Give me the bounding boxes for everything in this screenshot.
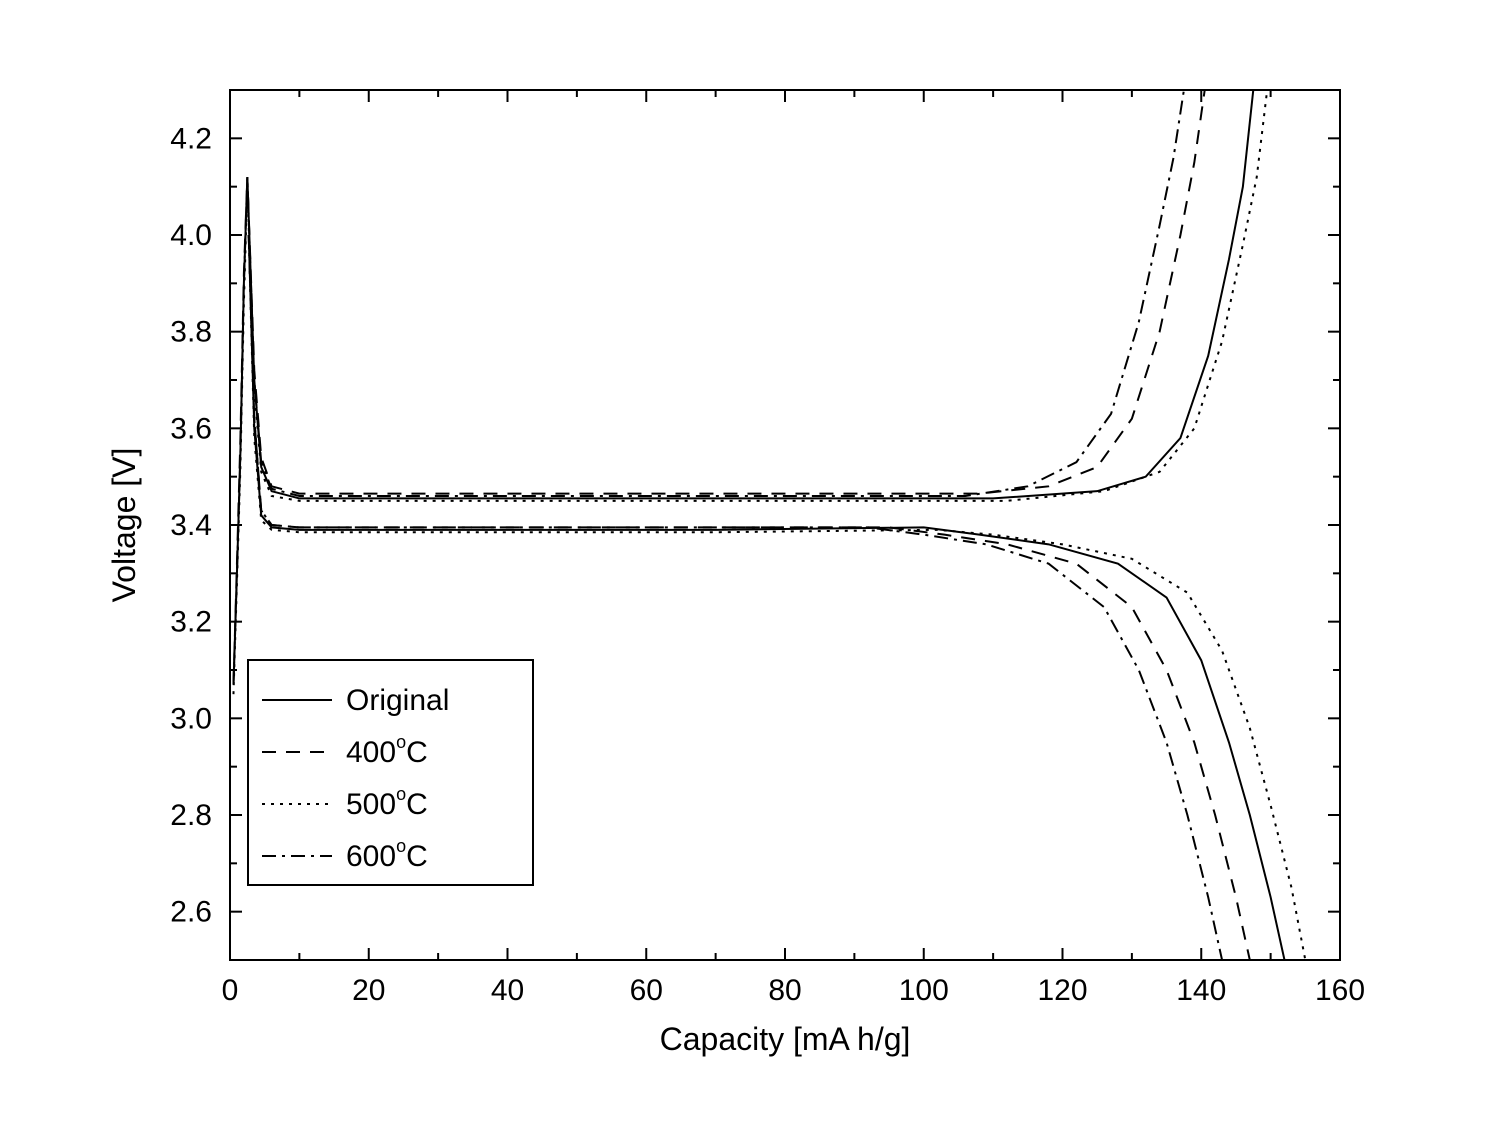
y-tick-label: 4.0	[170, 219, 212, 252]
legend-label: 400oC	[346, 732, 428, 769]
x-tick-label: 160	[1315, 974, 1365, 1007]
series-400-c	[233, 90, 1204, 685]
y-axis-label: Voltage [V]	[106, 448, 142, 603]
y-tick-label: 4.2	[170, 122, 212, 155]
legend-label: 600oC	[346, 836, 428, 873]
x-tick-label: 40	[491, 974, 524, 1007]
y-tick-label: 2.6	[170, 896, 212, 929]
x-tick-label: 0	[222, 974, 239, 1007]
x-tick-label: 60	[630, 974, 663, 1007]
y-tick-label: 3.6	[170, 412, 212, 445]
y-tick-label: 3.0	[170, 702, 212, 735]
y-tick-label: 3.8	[170, 316, 212, 349]
legend-label: 500oC	[346, 784, 428, 821]
y-tick-label: 3.2	[170, 606, 212, 639]
x-axis-label: Capacity [mA h/g]	[660, 1021, 911, 1057]
x-tick-label: 80	[768, 974, 801, 1007]
x-tick-label: 20	[352, 974, 385, 1007]
legend-label: Original	[346, 684, 449, 717]
series-500-c	[233, 90, 1267, 694]
y-tick-label: 3.4	[170, 509, 212, 542]
legend: Original 400oC 500oC 600oC	[248, 660, 533, 885]
x-tick-label: 120	[1037, 974, 1087, 1007]
x-tick-label: 140	[1176, 974, 1226, 1007]
series-600-c	[233, 90, 1183, 685]
x-tick-label: 100	[899, 974, 949, 1007]
voltage-capacity-chart: 0 20 40 60 80 100 120 140 160 2.6 2.8 3.0 3.2 3.4 3.6…	[0, 0, 1510, 1121]
y-tick-label: 2.8	[170, 799, 212, 832]
series-original	[233, 90, 1253, 685]
